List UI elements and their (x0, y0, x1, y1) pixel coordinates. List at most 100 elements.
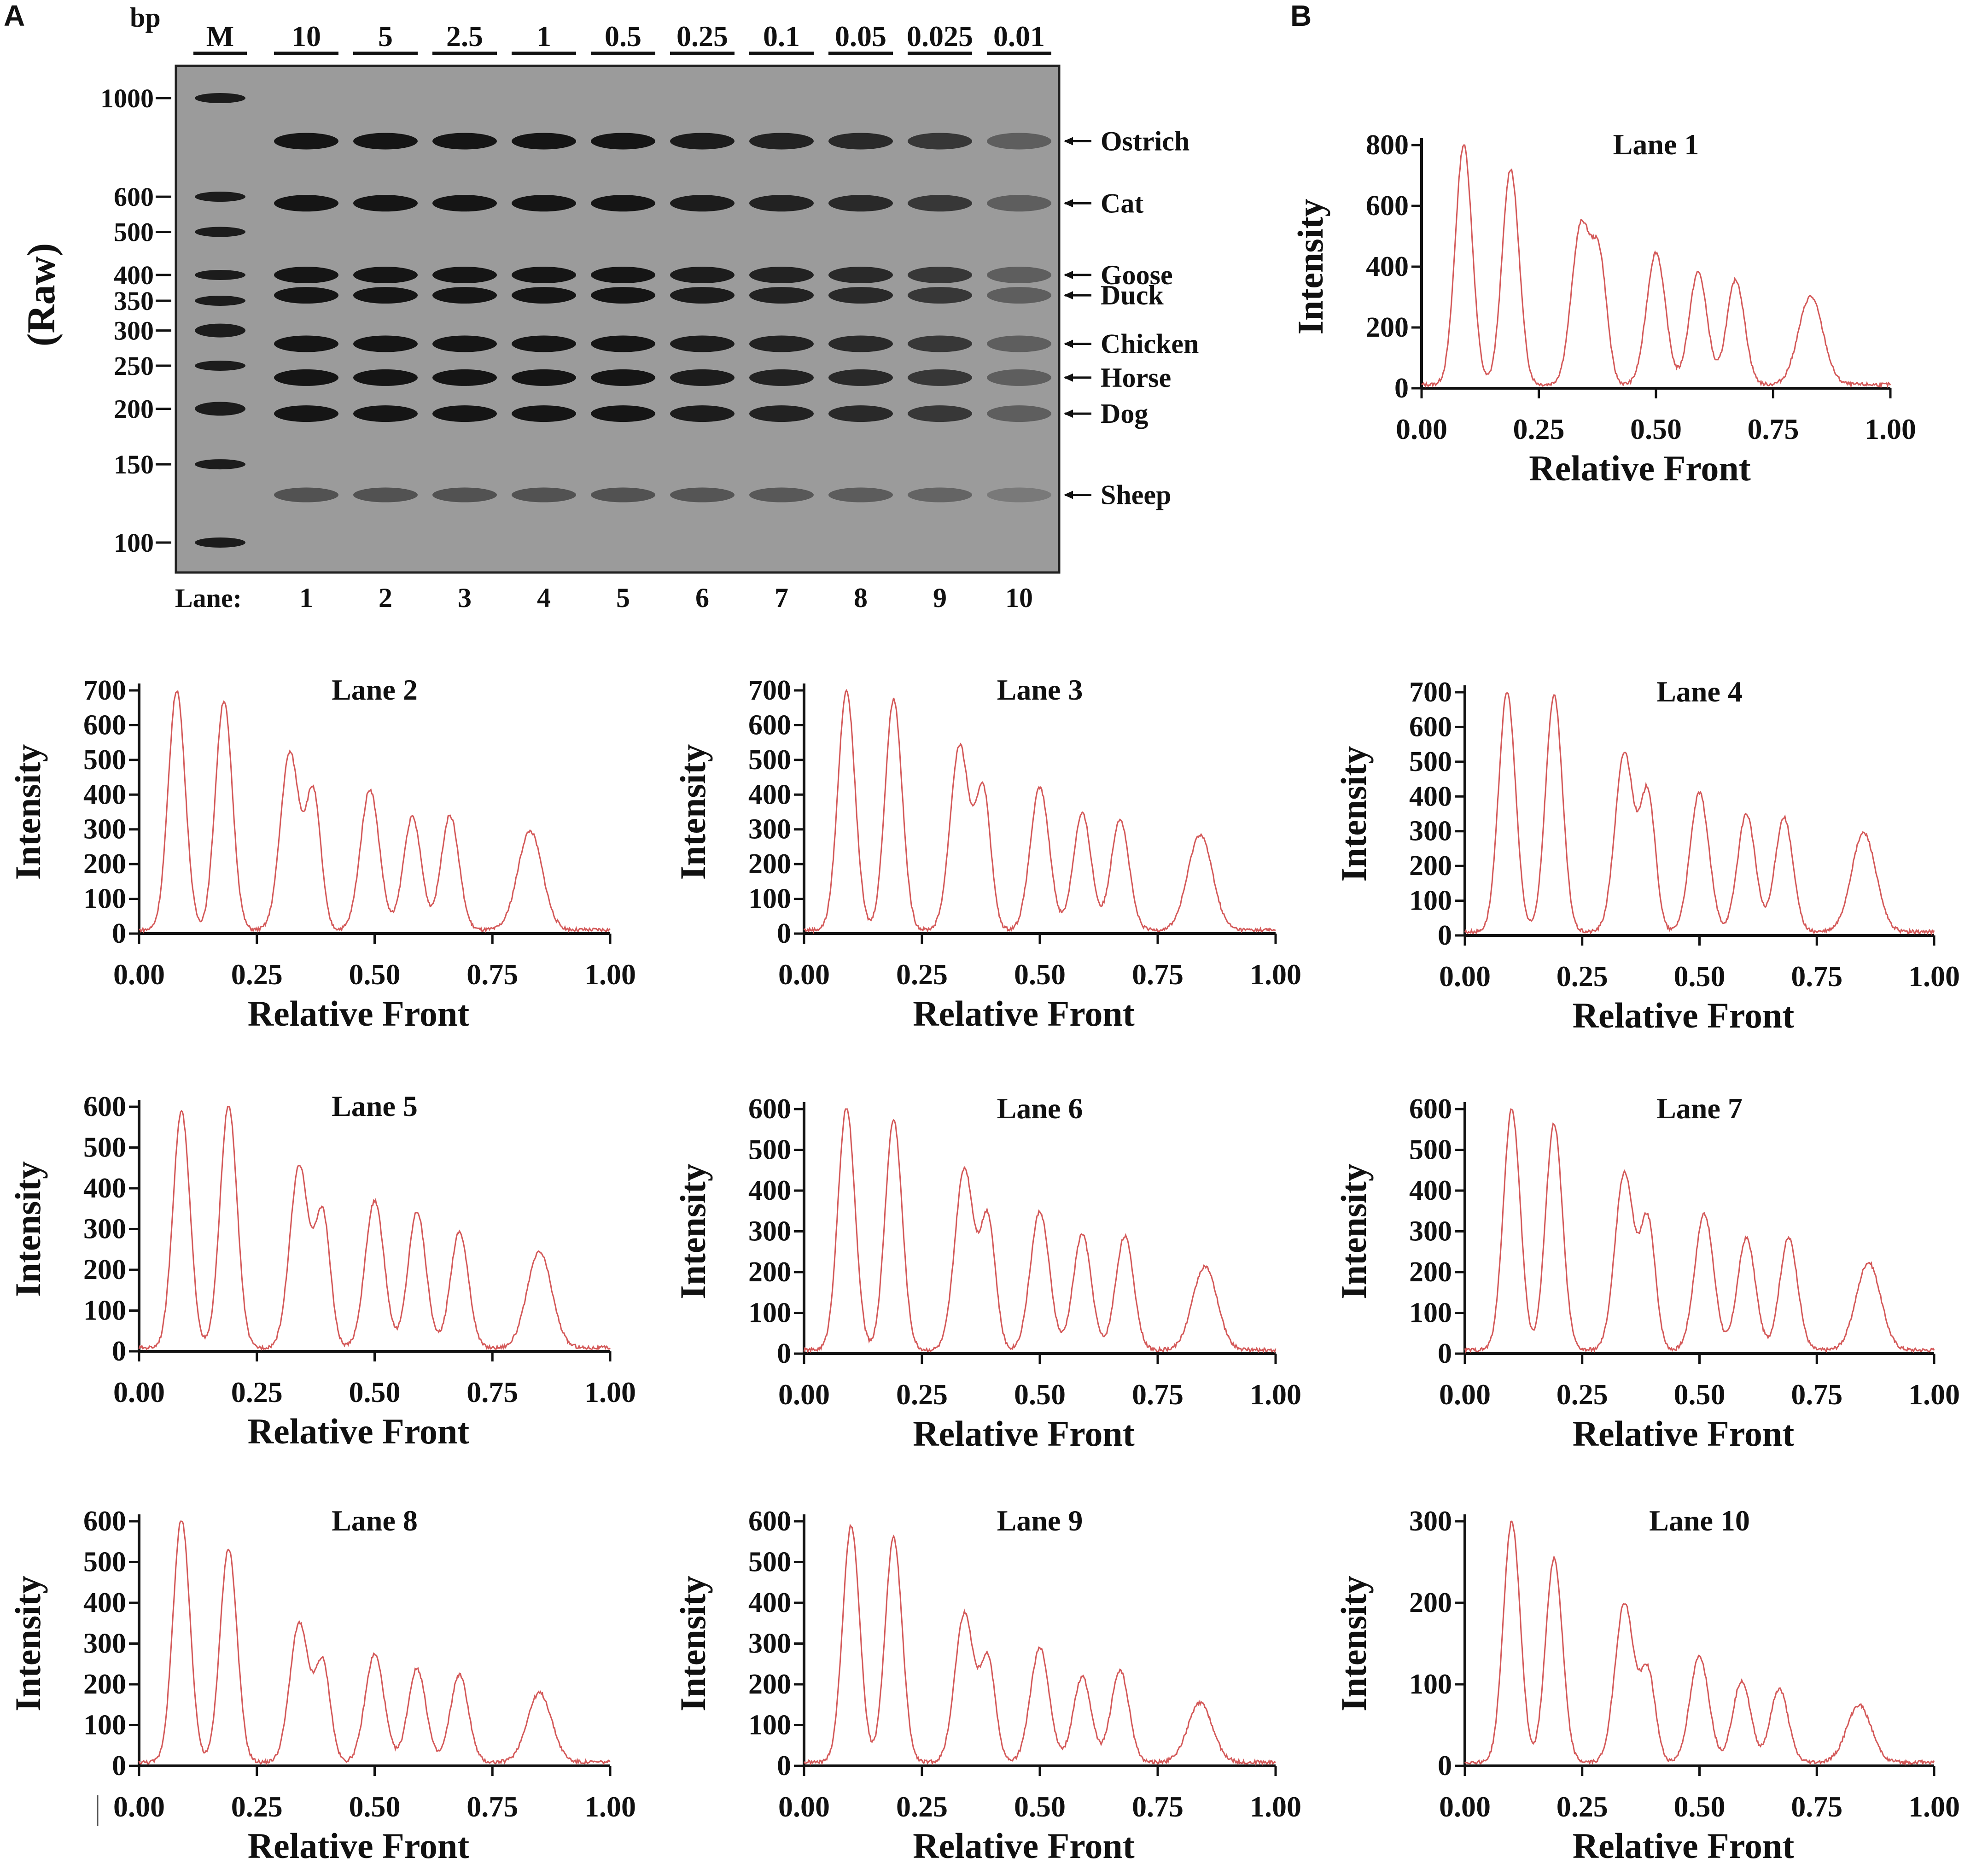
y-tick-label: 200 (83, 1669, 126, 1700)
chart-title: Lane 2 (332, 673, 418, 706)
sample-band (591, 335, 655, 352)
species-label: Cat (1101, 188, 1143, 218)
y-tick-label: 700 (1409, 677, 1452, 708)
sample-band (828, 195, 893, 212)
y-tick-label: 0 (777, 918, 791, 949)
y-tick-label: 300 (1409, 1216, 1452, 1247)
y-axis-label: Intensity (1334, 746, 1374, 882)
y-tick-label: 200 (1409, 850, 1452, 882)
y-tick-label: 500 (1409, 746, 1452, 777)
x-axis-label: Relative Front (1573, 1414, 1795, 1454)
x-axis-label: Relative Front (913, 1826, 1135, 1866)
arrow-head (1064, 491, 1073, 499)
chart-title: Lane 8 (332, 1504, 418, 1537)
x-tick-label: 0.25 (1513, 413, 1565, 445)
y-tick-label: 200 (748, 848, 791, 880)
y-tick-label: 300 (748, 1216, 791, 1247)
concentration-label: 0.1 (763, 20, 800, 53)
x-tick-label: 0.00 (778, 958, 830, 991)
y-tick-label: 0 (112, 1336, 126, 1367)
x-tick-label: 0.25 (896, 1378, 948, 1411)
x-tick-label: 0.00 (113, 1790, 165, 1823)
ladder-label: 1000 (100, 83, 154, 113)
x-tick-label: 0.25 (231, 1376, 283, 1408)
sample-band (274, 405, 338, 422)
ladder-label: 350 (114, 286, 154, 316)
sample-band (670, 335, 735, 352)
sample-band (828, 335, 893, 352)
ladder-label: 250 (114, 351, 154, 381)
chart-title: Lane 10 (1649, 1504, 1750, 1537)
y-tick-label: 200 (1409, 1587, 1452, 1618)
ladder-label: 200 (114, 394, 154, 424)
sample-band (749, 369, 814, 386)
x-tick-label: 1.00 (1250, 1790, 1301, 1823)
sample-band (670, 195, 735, 212)
species-label: Horse (1101, 362, 1171, 393)
sample-band (512, 195, 576, 212)
x-tick-label: 0.50 (1014, 1790, 1066, 1823)
lane-profile-chart: Lane 1 0 200 400 600 800 0.00 0.25 0.50 0.75 1.00 R… (1290, 128, 1916, 488)
x-axis-label: Relative Front (1529, 448, 1751, 488)
sample-band (828, 487, 893, 502)
y-tick-label: 0 (1438, 1338, 1452, 1369)
sample-band (591, 487, 655, 502)
sample-band (908, 335, 972, 352)
sample-band (274, 195, 338, 212)
lane-number: 3 (458, 583, 472, 613)
x-tick-label: 0.25 (1557, 1790, 1608, 1823)
sample-band (432, 369, 497, 386)
x-tick-label: 0.25 (896, 1790, 948, 1823)
x-axis-label: Relative Front (248, 1411, 470, 1451)
y-tick-label: 400 (1366, 251, 1409, 282)
lane-profile-chart: Lane 7 0 100 200 300 400 500 600 0.00 0.25 0.50 0.7… (1334, 1092, 1960, 1454)
y-tick-label: 300 (83, 1214, 126, 1245)
arrow-head (1064, 271, 1073, 280)
x-tick-label: 0.00 (1439, 1378, 1491, 1411)
y-tick-label: 0 (1394, 373, 1409, 404)
ladder-band (195, 459, 245, 470)
y-tick-label: 500 (748, 744, 791, 776)
concentration-label: 0.05 (835, 20, 886, 53)
x-tick-label: 0.75 (1132, 1790, 1183, 1823)
y-axis-label: Intensity (8, 744, 48, 880)
x-tick-label: 0.25 (1557, 960, 1608, 993)
sample-band (828, 369, 893, 386)
sample-band (274, 369, 338, 386)
intensity-profile-line (803, 689, 1276, 934)
y-tick-label: 400 (1409, 781, 1452, 812)
sample-band (274, 133, 338, 150)
intensity-profile-line (803, 1524, 1276, 1766)
sample-band (512, 133, 576, 150)
sample-band (908, 195, 972, 212)
concentration-label: 0.25 (676, 20, 728, 53)
bp-label: bp (130, 2, 161, 33)
y-tick-label: 0 (1438, 1750, 1452, 1782)
chart-title: Lane 7 (1656, 1092, 1743, 1125)
x-tick-label: 0.25 (231, 958, 283, 991)
y-tick-label: 200 (748, 1669, 791, 1700)
x-tick-label: 0.50 (1674, 1790, 1726, 1823)
lane-number: 9 (933, 583, 947, 613)
y-tick-label: 400 (748, 1587, 791, 1618)
sample-band (512, 487, 576, 502)
sample-band (591, 195, 655, 212)
x-tick-label: 0.75 (1791, 1790, 1842, 1823)
y-tick-label: 500 (748, 1547, 791, 1578)
y-tick-label: 200 (1366, 312, 1409, 343)
sample-band (274, 487, 338, 502)
x-tick-label: 1.00 (584, 958, 636, 991)
y-tick-label: 300 (748, 1628, 791, 1659)
panel-a-gel: A bp (Raw) 10006005004003503002502001501… (4, 0, 1199, 613)
x-tick-label: 0.00 (778, 1790, 830, 1823)
y-tick-label: 300 (83, 814, 126, 845)
y-tick-label: 600 (748, 1506, 791, 1537)
sample-band (908, 405, 972, 422)
lane-number: 1 (299, 583, 313, 613)
sample-band (432, 405, 497, 422)
x-tick-label: 1.00 (1908, 1790, 1960, 1823)
intensity-profile-line (1464, 1520, 1935, 1766)
sample-band (908, 133, 972, 150)
